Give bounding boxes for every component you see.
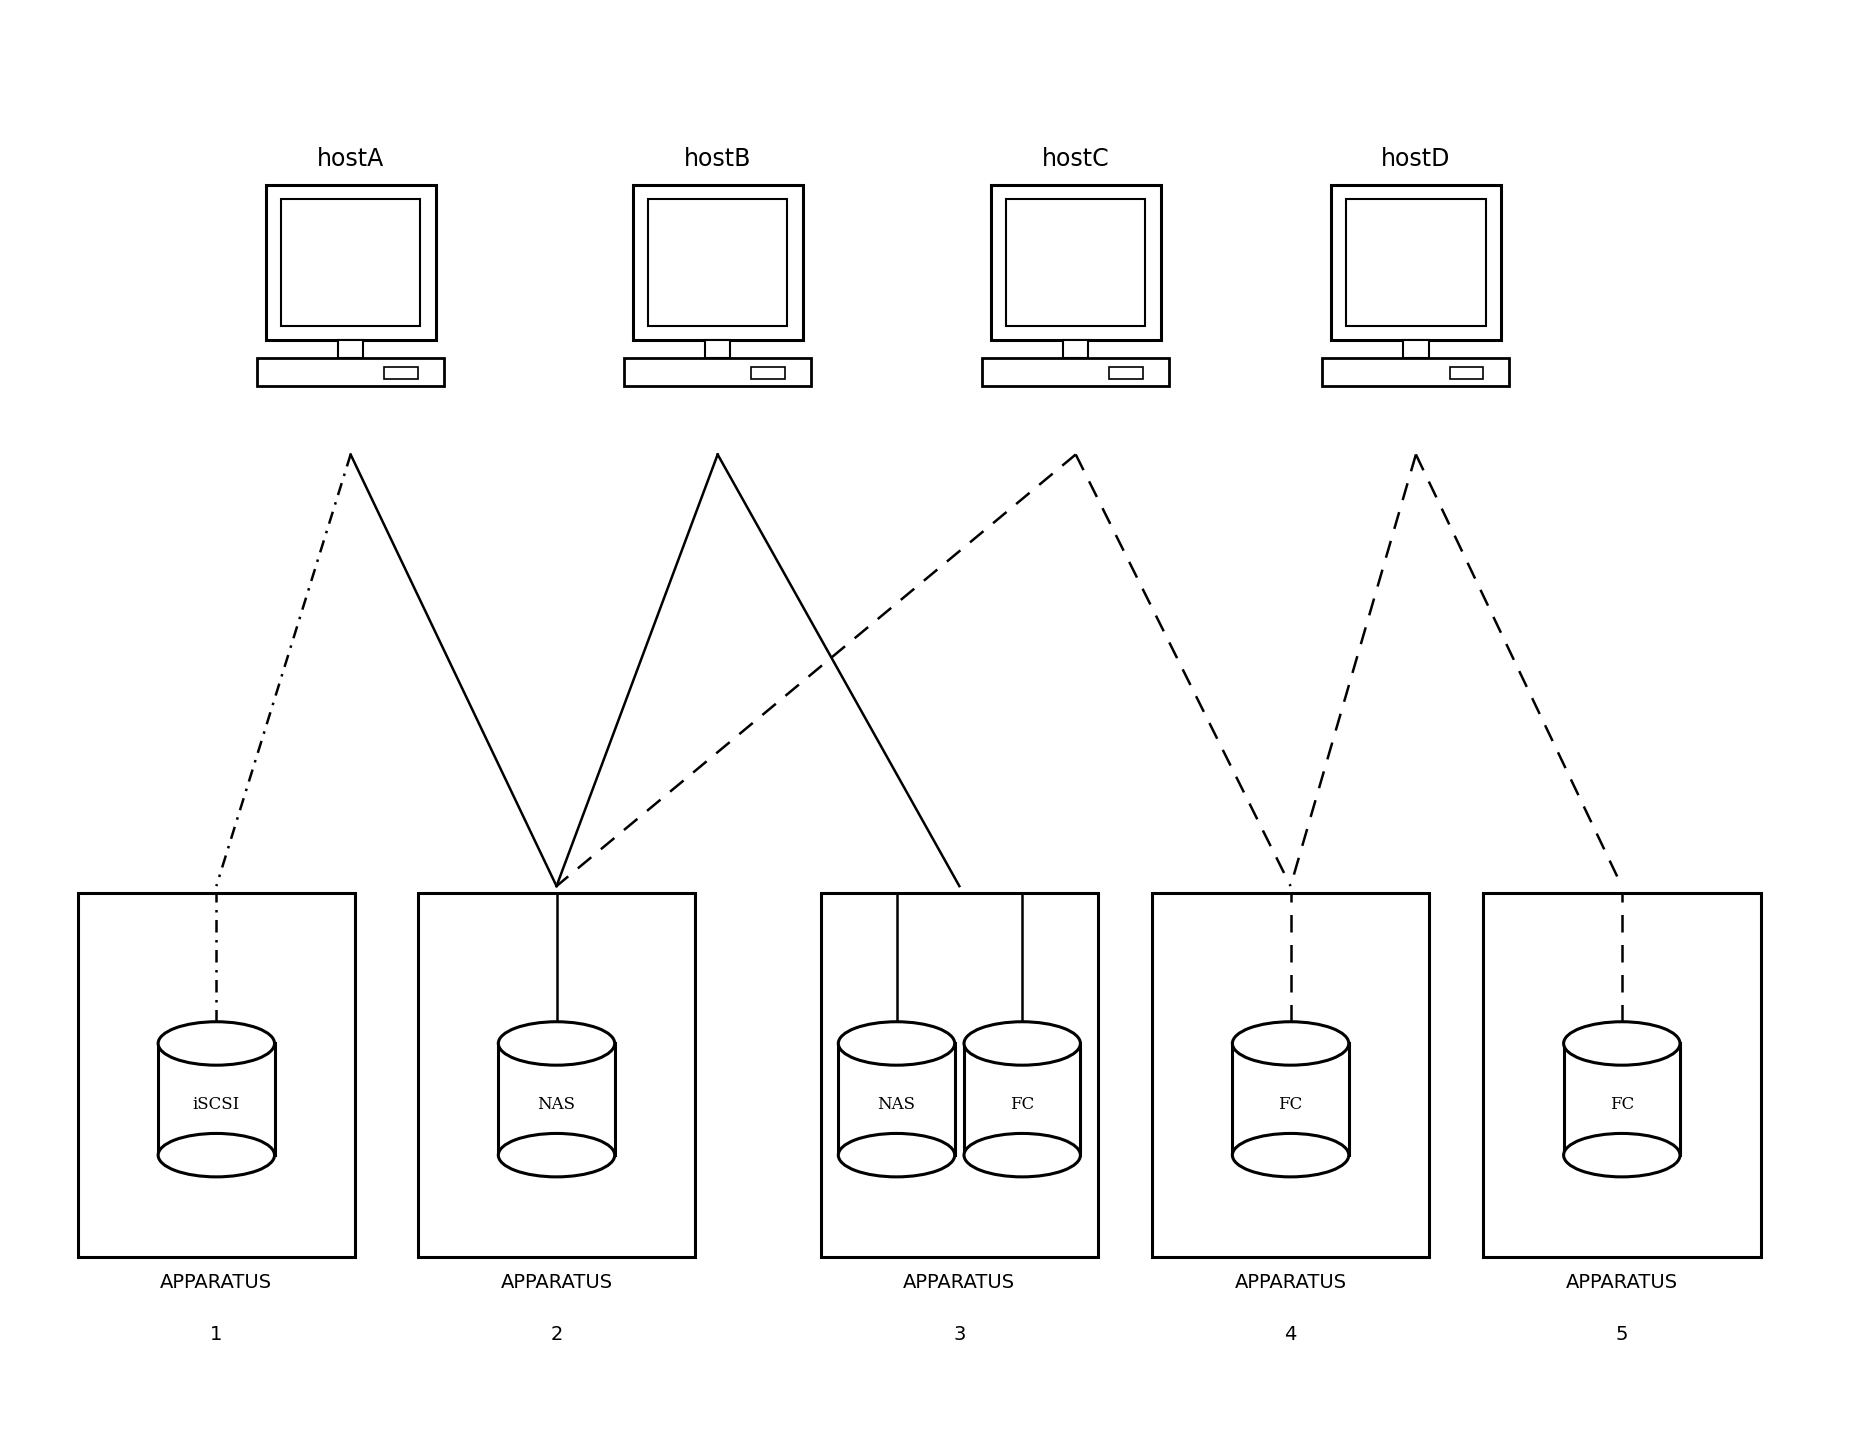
Text: hostB: hostB [684,148,751,171]
Text: FC: FC [1010,1096,1035,1114]
Ellipse shape [1562,1022,1679,1065]
Ellipse shape [158,1134,274,1177]
Bar [624,359,811,386]
Bar [1402,340,1428,359]
Text: hostD: hostD [1381,148,1450,171]
Ellipse shape [498,1022,615,1065]
Ellipse shape [1232,1022,1348,1065]
Text: APPARATUS: APPARATUS [1234,1273,1346,1293]
Bar [1232,1043,1348,1155]
Text: APPARATUS: APPARATUS [902,1273,1014,1293]
Bar [265,185,436,340]
Text: 1: 1 [211,1325,222,1343]
Bar [1062,340,1089,359]
Bar [990,185,1159,340]
Text: APPARATUS: APPARATUS [1566,1273,1678,1293]
Bar [647,198,787,326]
Bar [751,367,785,379]
Bar [1346,198,1486,326]
Bar [281,198,419,326]
Bar [1322,359,1508,386]
Bar [1005,198,1144,326]
Ellipse shape [158,1022,274,1065]
Bar [1448,367,1482,379]
Bar [632,185,802,340]
Text: APPARATUS: APPARATUS [500,1273,611,1293]
Ellipse shape [964,1022,1079,1065]
Bar [418,893,695,1257]
Ellipse shape [839,1134,954,1177]
Text: hostC: hostC [1042,148,1109,171]
Bar [158,1043,274,1155]
Bar [1562,1043,1679,1155]
Text: hostA: hostA [317,148,384,171]
Bar [1109,367,1143,379]
Ellipse shape [964,1134,1079,1177]
Bar [1482,893,1760,1257]
Ellipse shape [1562,1134,1679,1177]
Bar [337,340,363,359]
Text: NAS: NAS [537,1096,576,1114]
Bar [384,367,418,379]
Text: 4: 4 [1284,1325,1295,1343]
Text: 5: 5 [1614,1325,1627,1343]
Ellipse shape [839,1022,954,1065]
Text: FC: FC [1277,1096,1303,1114]
Bar [705,340,731,359]
Ellipse shape [498,1134,615,1177]
Bar [982,359,1169,386]
Ellipse shape [1232,1134,1348,1177]
Bar [1331,185,1501,340]
Bar [839,1043,954,1155]
Bar [498,1043,615,1155]
Text: NAS: NAS [878,1096,915,1114]
Text: FC: FC [1609,1096,1633,1114]
Bar [257,359,444,386]
Bar [820,893,1098,1257]
Text: 2: 2 [550,1325,563,1343]
Bar [78,893,354,1257]
Bar [1152,893,1428,1257]
Bar [964,1043,1079,1155]
Text: APPARATUS: APPARATUS [160,1273,272,1293]
Text: iSCSI: iSCSI [192,1096,240,1114]
Text: 3: 3 [953,1325,966,1343]
